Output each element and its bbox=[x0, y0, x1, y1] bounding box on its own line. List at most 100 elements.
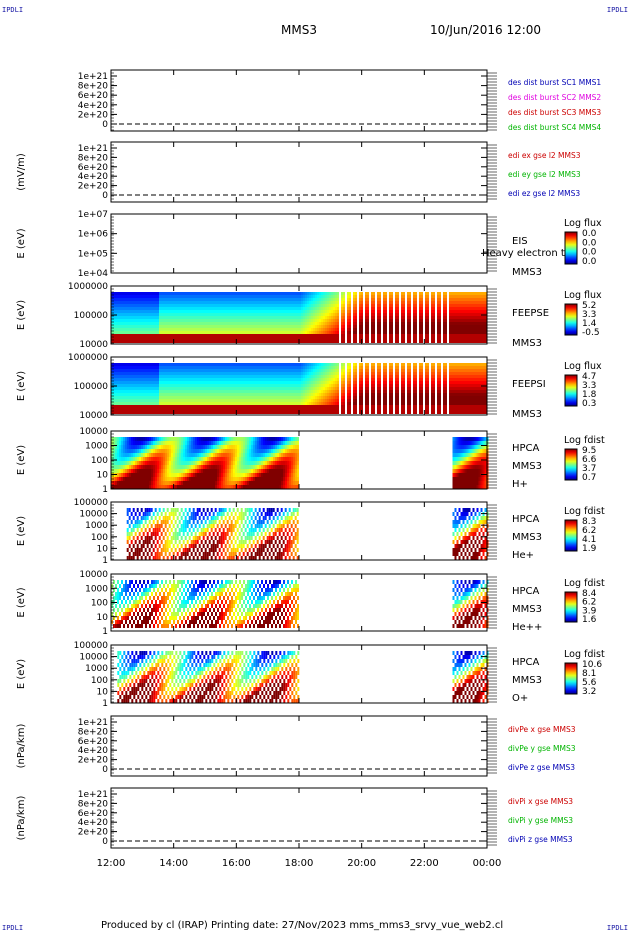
feepse-heatmap-cell bbox=[269, 340, 271, 343]
feepsi-heatmap-cell bbox=[129, 399, 131, 402]
feepsi-heatmap-cell bbox=[273, 384, 275, 387]
feepsi-heatmap-cell bbox=[123, 399, 125, 402]
feepse-heatmap-cell bbox=[203, 334, 205, 337]
feepse-heatmap-cell bbox=[153, 337, 155, 340]
feepse-heatmap-cell bbox=[431, 322, 433, 325]
feepse-heatmap-cell bbox=[455, 331, 457, 334]
feepse-heatmap-cell bbox=[229, 298, 231, 301]
feepsi-heatmap-cell bbox=[279, 390, 281, 393]
feepsi-heatmap-cell bbox=[215, 405, 217, 408]
feepse-heatmap-cell bbox=[187, 307, 189, 310]
feepse-heatmap-cell bbox=[469, 316, 471, 319]
feepsi-heatmap-cell bbox=[121, 378, 123, 381]
feepsi-heatmap-cell bbox=[307, 393, 309, 396]
feepse-heatmap-cell bbox=[159, 337, 161, 340]
feepse-heatmap-cell bbox=[471, 310, 473, 313]
feepse-heatmap-cell bbox=[473, 334, 475, 337]
feepse-heatmap-cell bbox=[347, 340, 349, 343]
feepsi-heatmap-cell bbox=[227, 411, 229, 414]
feepse-heatmap-cell bbox=[459, 316, 461, 319]
feepse-heatmap-cell bbox=[121, 319, 123, 322]
feepsi-heatmap-cell bbox=[299, 390, 301, 393]
feepse-heatmap-cell bbox=[161, 310, 163, 313]
feepse-heatmap-cell bbox=[391, 301, 393, 304]
feepsi-heatmap-cell bbox=[261, 405, 263, 408]
feepsi-heatmap-cell bbox=[227, 399, 229, 402]
feepsi-heatmap-cell bbox=[287, 405, 289, 408]
feepse-heatmap-cell bbox=[135, 301, 137, 304]
feepsi-heatmap-cell bbox=[279, 384, 281, 387]
feepsi-heatmap-cell bbox=[319, 372, 321, 375]
feepse-heatmap-cell bbox=[419, 313, 421, 316]
feepsi-heatmap-cell bbox=[291, 396, 293, 399]
feepsi-heatmap-cell bbox=[243, 372, 245, 375]
feepse-heatmap-cell bbox=[409, 301, 411, 304]
feepse-heatmap-cell bbox=[237, 328, 239, 331]
feepse-heatmap-cell bbox=[361, 331, 363, 334]
feepse-heatmap-cell bbox=[409, 322, 411, 325]
feepsi-heatmap-cell bbox=[171, 405, 173, 408]
feepse-heatmap-cell bbox=[389, 298, 391, 301]
feepse-heatmap-cell bbox=[175, 304, 177, 307]
feepsi-heatmap-cell bbox=[177, 405, 179, 408]
feepse-heatmap-cell bbox=[183, 340, 185, 343]
eis-colorbar-tick: 0.0 bbox=[582, 248, 597, 258]
feepse-heatmap-cell bbox=[245, 304, 247, 307]
feepsi-heatmap-cell bbox=[315, 393, 317, 396]
feepse-heatmap-cell bbox=[313, 295, 315, 298]
feepse-heatmap-cell bbox=[143, 328, 145, 331]
feepse-heatmap-cell bbox=[155, 313, 157, 316]
feepse-heatmap-cell bbox=[167, 298, 169, 301]
feepse-heatmap-cell bbox=[367, 319, 369, 322]
feepsi-heatmap-cell bbox=[265, 363, 267, 366]
feepse-heatmap-cell bbox=[151, 313, 153, 316]
feepse-heatmap-cell bbox=[169, 295, 171, 298]
feepsi-heatmap-cell bbox=[225, 381, 227, 384]
feepse-heatmap-cell bbox=[323, 328, 325, 331]
feepse-heatmap-cell bbox=[291, 304, 293, 307]
feepsi-heatmap-cell bbox=[113, 387, 115, 390]
feepse-heatmap-cell bbox=[371, 340, 373, 343]
feepsi-heatmap-cell bbox=[119, 408, 121, 411]
feepse-heatmap-cell bbox=[431, 334, 433, 337]
feepse-heatmap-cell bbox=[163, 307, 165, 310]
feepse-heatmap-cell bbox=[159, 307, 161, 310]
feepsi-heatmap-cell bbox=[279, 387, 281, 390]
feepse-heatmap-cell bbox=[131, 307, 133, 310]
feepsi-heatmap-cell bbox=[221, 378, 223, 381]
feepse-heatmap-cell bbox=[425, 292, 427, 295]
feepse-heatmap-cell bbox=[333, 322, 335, 325]
feepsi-heatmap-cell bbox=[169, 393, 171, 396]
feepse-heatmap-cell bbox=[133, 298, 135, 301]
feepse-heatmap-cell bbox=[367, 295, 369, 298]
feepsi-heatmap-cell bbox=[199, 411, 201, 414]
feepse-heatmap-cell bbox=[181, 337, 183, 340]
feepsi-heatmap-cell bbox=[329, 381, 331, 384]
feepse-heatmap-cell bbox=[195, 319, 197, 322]
feepsi-heatmap-cell bbox=[159, 384, 161, 387]
feepse-heatmap-cell bbox=[117, 313, 119, 316]
feepsi-heatmap-cell bbox=[125, 363, 127, 366]
feepse-heatmap-cell bbox=[201, 304, 203, 307]
feepse-heatmap-cell bbox=[421, 307, 423, 310]
feepse-heatmap-cell bbox=[313, 328, 315, 331]
feepse-heatmap-cell bbox=[443, 337, 445, 340]
feepse-heatmap-cell bbox=[427, 310, 429, 313]
feepse-heatmap-cell bbox=[383, 337, 385, 340]
feepse-heatmap-cell bbox=[373, 340, 375, 343]
feepse-heatmap-cell bbox=[117, 325, 119, 328]
feepse-heatmap-cell bbox=[465, 334, 467, 337]
feepsi-heatmap-cell bbox=[277, 405, 279, 408]
feepsi-heatmap-cell bbox=[233, 399, 235, 402]
feepsi-heatmap-cell bbox=[193, 375, 195, 378]
feepsi-heatmap-cell bbox=[171, 366, 173, 369]
feepsi-heatmap-cell bbox=[267, 387, 269, 390]
feepsi-heatmap-cell bbox=[231, 402, 233, 405]
feepse-heatmap-cell bbox=[359, 331, 361, 334]
feepsi-heatmap-cell bbox=[329, 390, 331, 393]
feepse-heatmap-cell bbox=[229, 337, 231, 340]
feepse-heatmap-cell bbox=[397, 331, 399, 334]
feepse-heatmap-cell bbox=[235, 325, 237, 328]
feepsi-heatmap-cell bbox=[247, 390, 249, 393]
feepsi-heatmap-cell bbox=[215, 381, 217, 384]
